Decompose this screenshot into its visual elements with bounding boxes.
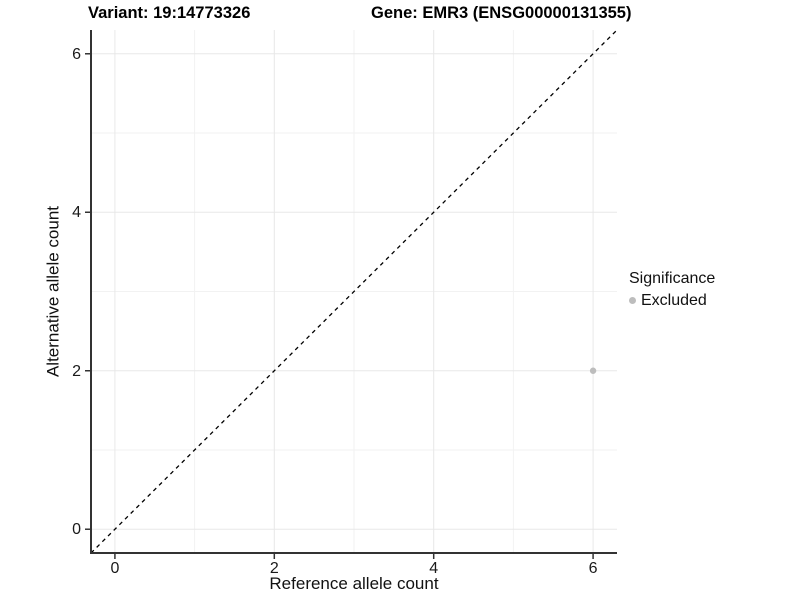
y-tick-label: 2 (72, 362, 81, 380)
x-tick-label: 0 (110, 560, 120, 577)
y-tick-label: 6 (72, 45, 81, 63)
y-tick-label: 4 (72, 204, 81, 222)
x-tick-label: 2 (269, 560, 279, 577)
gene-title: Gene: EMR3 (ENSG00000131355) (371, 4, 632, 22)
x-tick-label: 6 (588, 560, 598, 577)
identity-dashed-line (90, 29, 618, 554)
excluded-point-icon (629, 297, 636, 305)
y-axis-title: Alternative allele count (43, 205, 63, 378)
legend-item-excluded: Excluded (629, 291, 715, 310)
x-axis-title: Reference allele count (269, 574, 439, 593)
y-tick-label: 0 (72, 521, 81, 539)
legend-item-label: Excluded (641, 292, 707, 310)
legend: Significance Excluded (629, 269, 715, 310)
x-tick-label: 4 (429, 560, 439, 577)
legend-title: Significance (629, 270, 716, 287)
data-point (589, 367, 597, 374)
variant-title: Variant: 19:14773326 (88, 4, 251, 22)
